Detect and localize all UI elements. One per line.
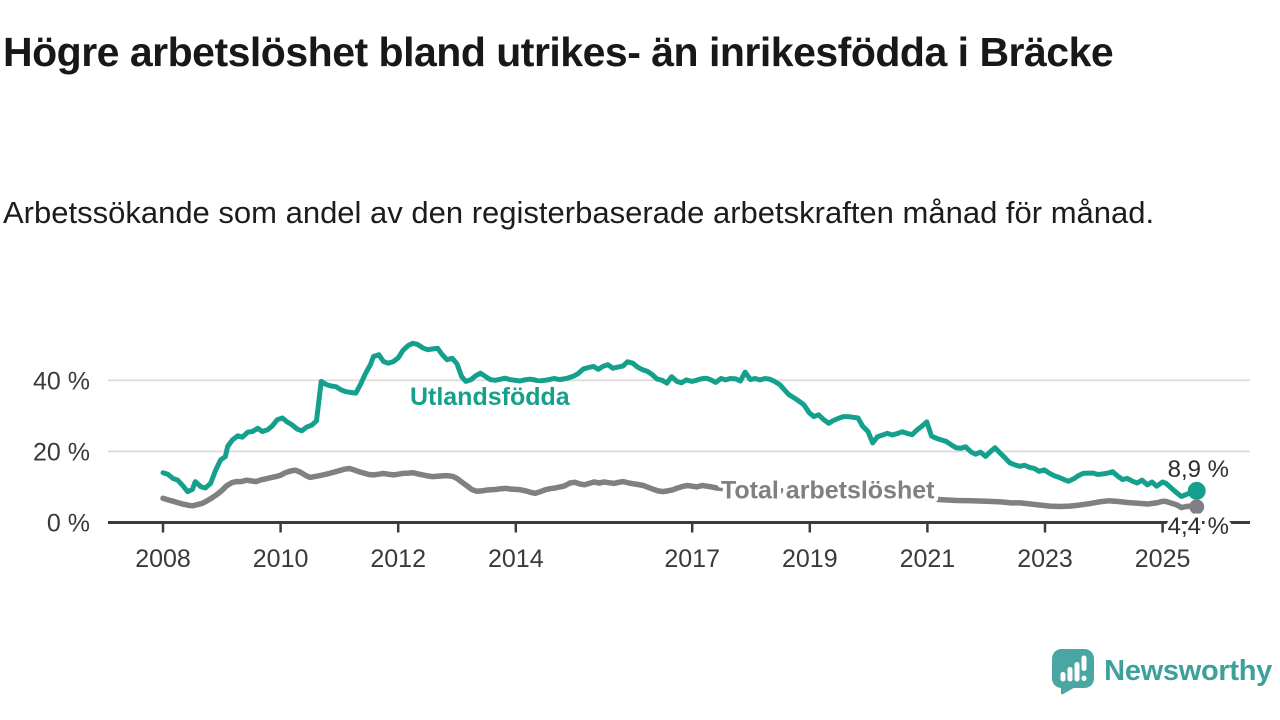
x-axis-tick-label: 2017: [664, 545, 720, 573]
logo-bar-tall: [1074, 662, 1080, 682]
x-axis-tick-label: 2014: [488, 545, 544, 573]
series-end-dot-utlandsfodda: [1187, 481, 1206, 500]
series-label-utlandsfodda: Utlandsfödda: [410, 383, 571, 411]
series-end-value-label-utlandsfodda: 8,9 %: [1168, 456, 1229, 483]
series-label-total-arbetsloshet: Total arbetslöshet: [721, 477, 935, 505]
chart-title: Högre arbetslöshet bland utrikes- än inr…: [3, 29, 1114, 75]
logo-bubble: [1052, 649, 1095, 688]
y-axis-label: 20 %: [33, 438, 90, 466]
series-end-value-label-total-arbetsloshet: 4,4 %: [1168, 513, 1229, 540]
newsworthy-logo: Newsworthy: [1051, 648, 1272, 695]
x-axis-tick-label: 2010: [253, 545, 309, 573]
x-axis-tick-label: 2019: [782, 545, 838, 573]
logo-bar-small: [1060, 672, 1066, 682]
series-line-utlandsfodda: [160, 340, 1200, 499]
x-axis-tick-label: 2021: [900, 545, 956, 573]
series-line-total-arbetsloshet: [160, 465, 1200, 511]
x-axis-tick-label: 2025: [1135, 545, 1191, 573]
y-axis-label: 0 %: [47, 510, 90, 538]
x-axis-tick-label: 2012: [370, 545, 426, 573]
logo-bar-medium: [1067, 667, 1073, 682]
x-axis-tick-label: 2008: [135, 545, 191, 573]
logo-bubble-tail: [1061, 679, 1079, 695]
y-axis-label: 40 %: [33, 367, 90, 395]
newsworthy-logo-icon: [1052, 649, 1095, 695]
line-chart: 0 % 20 % 40 % 2008 2010 2012 2014 2017 2019 2021 2…: [0, 330, 1280, 592]
logo-exclamation-dot: [1081, 675, 1087, 681]
chart-subtitle: Arbetssökande som andel av den registerb…: [3, 195, 1155, 230]
series-end-dot-total-arbetsloshet: [1189, 499, 1205, 515]
newsworthy-logo-text: Newsworthy: [1104, 655, 1272, 687]
line-chart-canvas: 0 % 20 % 40 % 2008 2010 2012 2014 2017 2019 2021 2…: [33, 340, 1250, 573]
logo-exclamation-bar: [1081, 655, 1087, 671]
x-axis-tick-label: 2023: [1017, 545, 1073, 573]
